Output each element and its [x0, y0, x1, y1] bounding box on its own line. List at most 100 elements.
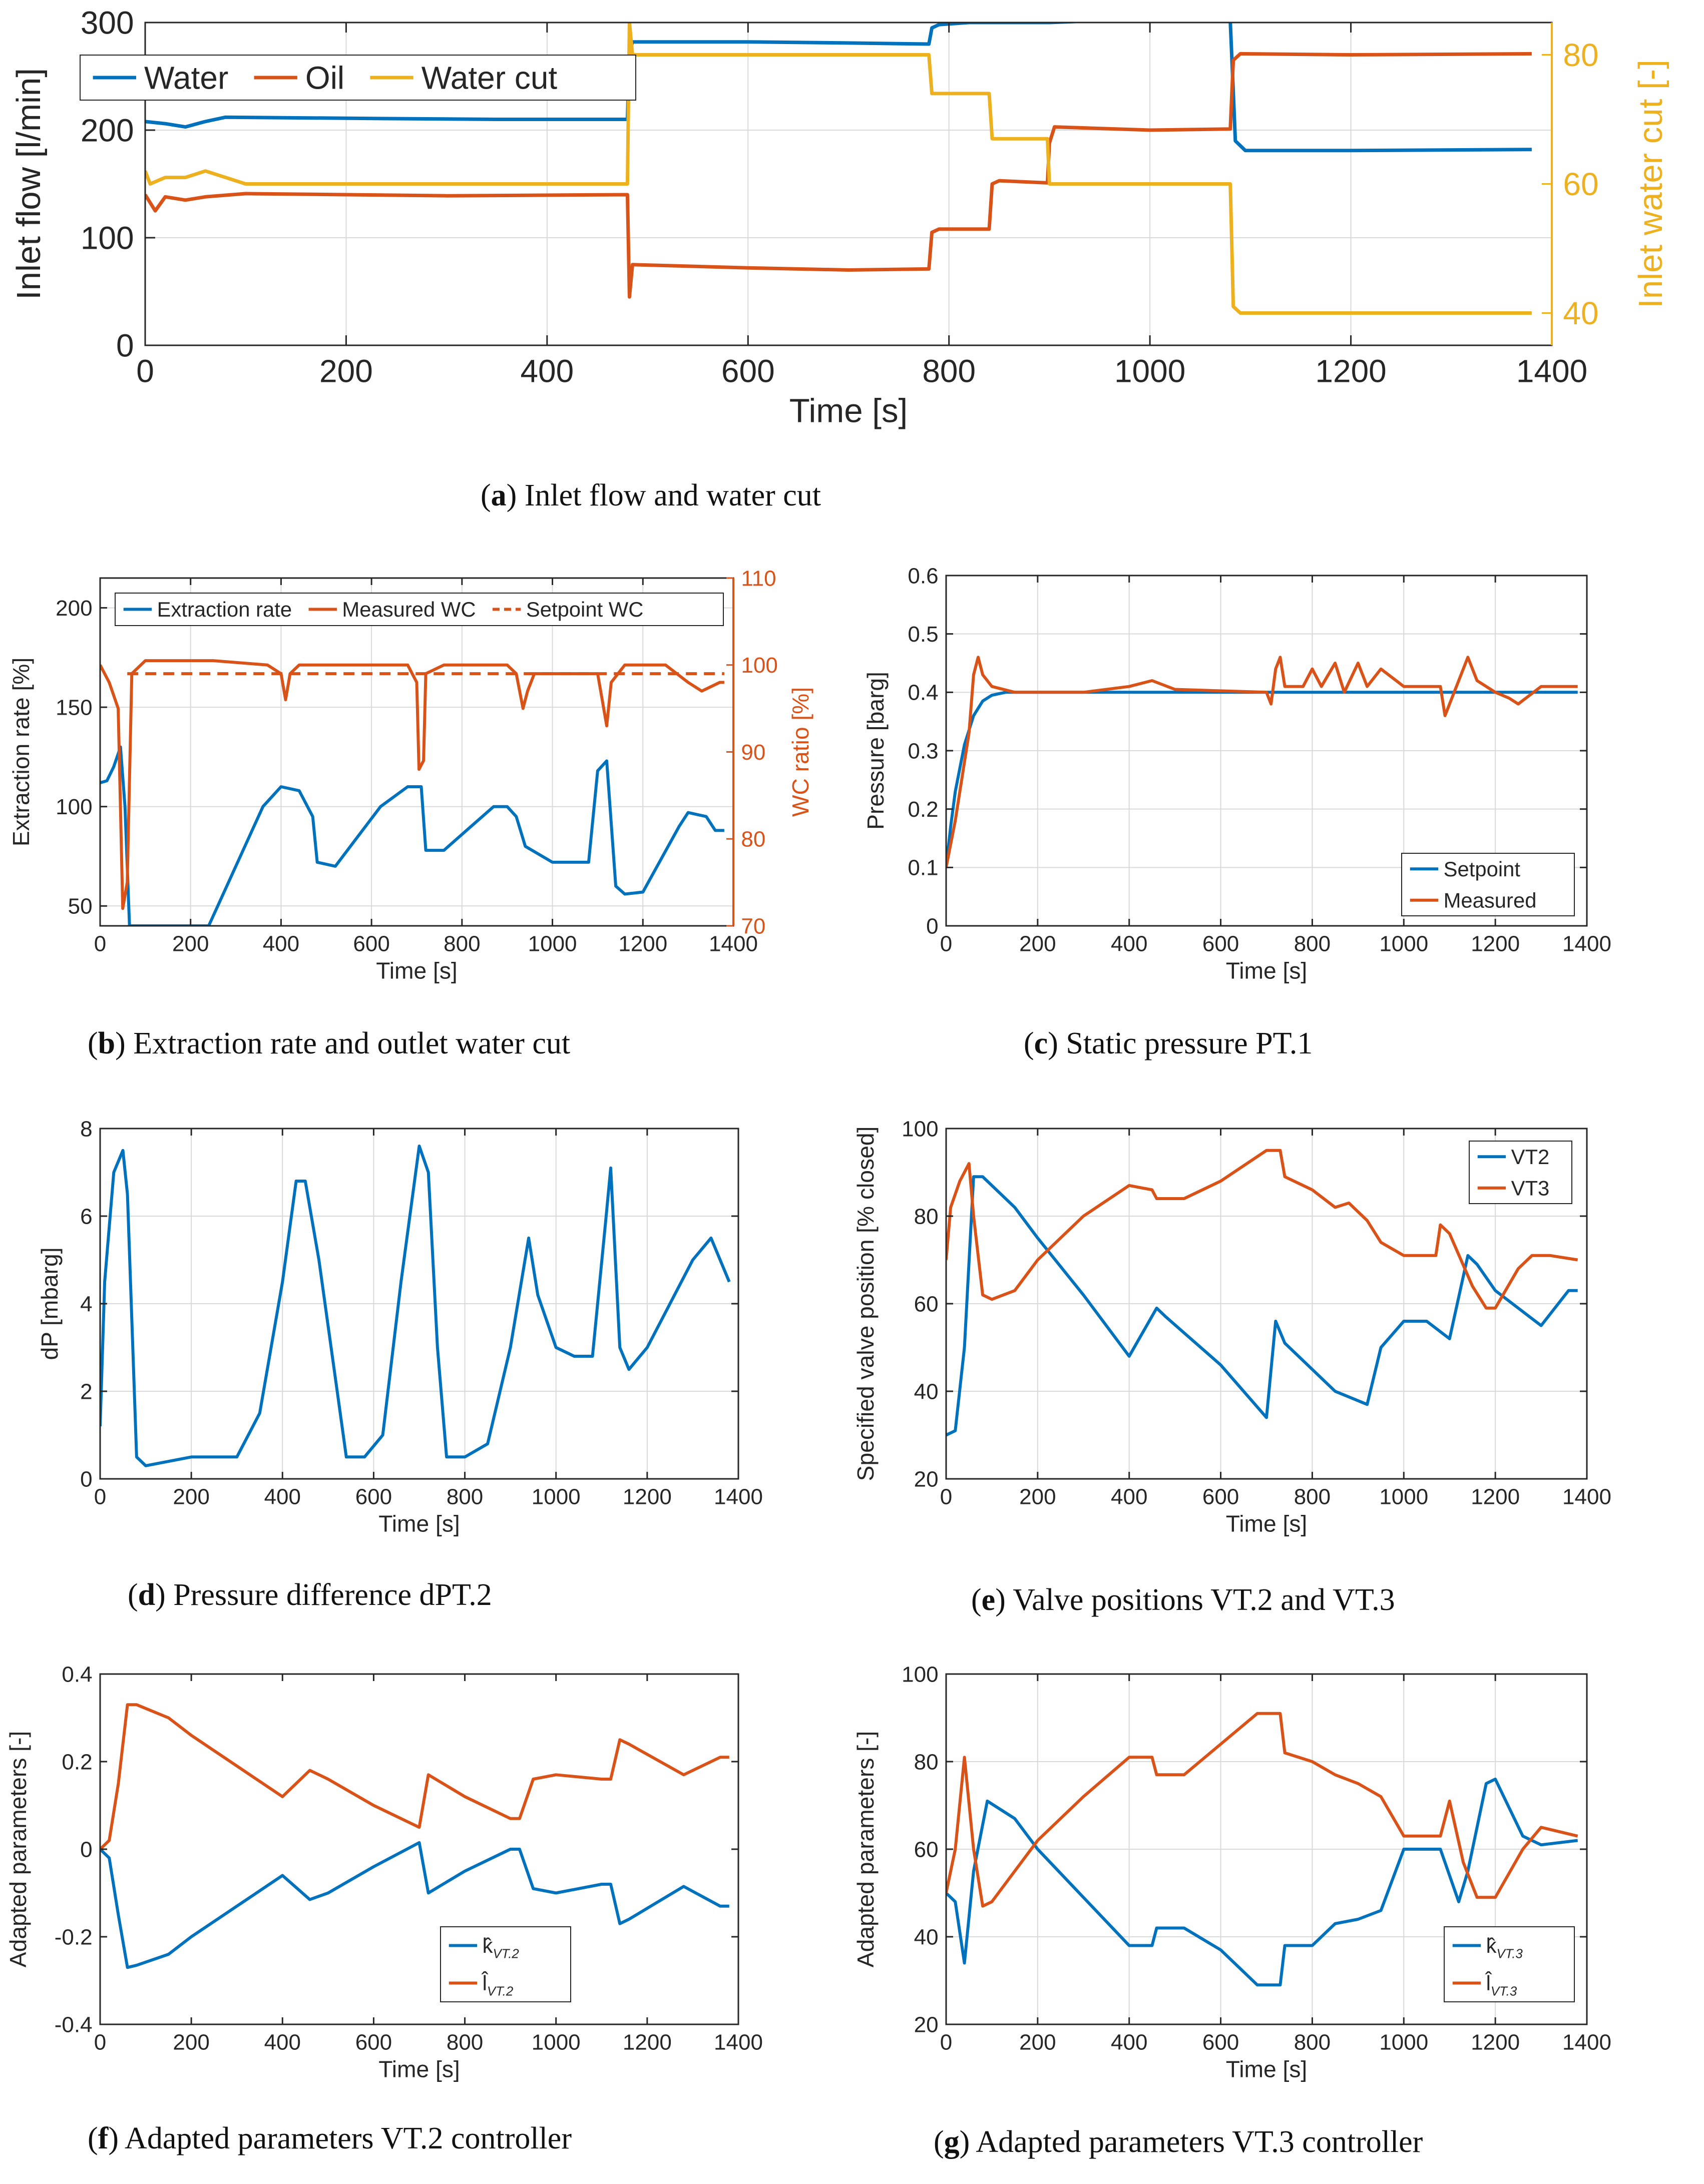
y-tick-label: 0	[926, 914, 938, 938]
x-tick-label: 600	[353, 932, 389, 956]
series-group	[946, 1149, 1578, 1437]
x-tick-label: 800	[447, 2030, 483, 2055]
y2-axis-label: WC ratio [%]	[787, 687, 813, 817]
y-tick-label: 60	[914, 1837, 939, 1862]
x-tick-label: 400	[520, 353, 574, 389]
y-tick-label: 0.2	[62, 1750, 92, 1774]
chart-d-group: 0 200 400 600 800 1000 1200 1400 0 2 4 6 8 Time [s] dP…	[37, 1117, 763, 1536]
y-tick-label: 0.5	[908, 622, 938, 647]
legend-box	[115, 593, 724, 626]
y-axis-label: dP [mbarg]	[37, 1247, 63, 1360]
chart-b-group: 0 200 400 600 800 1000 1200 1400 50 100 150 200 70 80…	[8, 566, 813, 983]
y-tick-label: 60	[914, 1292, 939, 1316]
y-axis-label: Adapted parameters [-]	[5, 1731, 31, 1967]
x-tick-label: 1200	[623, 1485, 672, 1509]
y-tick-label: 300	[81, 5, 134, 41]
legend-label: VT3	[1511, 1176, 1550, 1200]
caption-g: (g) Adapted parameters VT.3 controller	[934, 2125, 1423, 2159]
x-tick-label: 200	[173, 2030, 209, 2055]
x-tick-label: 1000	[528, 932, 577, 956]
x-tick-label: 400	[1111, 1485, 1147, 1509]
y2-tick-label: 100	[741, 653, 777, 678]
x-tick-label: 0	[940, 1485, 952, 1509]
x-tick-label: 0	[94, 932, 106, 956]
legend: k̂VT.2l̂VT.2	[440, 1926, 571, 2002]
x-tick-label: 400	[263, 932, 299, 956]
legend-box	[1444, 1926, 1575, 2002]
y2-tick-label: 70	[741, 914, 765, 938]
chart-f-group: 0 200 400 600 800 1000 1200 1400 -0.4 -0.2 0 0.2 0.4…	[5, 1662, 763, 2082]
y-tick-label: 100	[902, 1117, 938, 1141]
y-axis-label: Adapted parameters [-]	[853, 1731, 879, 1967]
x-tick-label: 600	[1202, 2030, 1239, 2055]
legend-box	[1401, 853, 1575, 916]
legend-box	[440, 1926, 571, 2002]
legend-box	[80, 55, 636, 101]
x-tick-label: 800	[447, 1485, 483, 1509]
plot-area	[100, 578, 733, 926]
x-tick-label: 1200	[623, 2030, 672, 2055]
x-axis-label: Time [s]	[1226, 958, 1308, 984]
x-tick-label: 0	[136, 353, 154, 389]
y2-tick-label: 80	[741, 827, 765, 852]
series-group	[145, 23, 1532, 315]
legend-label: Extraction rate	[157, 598, 292, 621]
y2-axis-label: Inlet water cut [-]	[1632, 60, 1669, 308]
y-tick-label: 100	[81, 220, 134, 256]
x-tick-label: 1400	[1562, 2030, 1611, 2055]
x-tick-label: 400	[264, 1485, 301, 1509]
legend: Water Oil Water cut	[80, 55, 636, 101]
x-tick-label: 1000	[532, 1485, 581, 1509]
x-tick-label: 600	[355, 2030, 392, 2055]
y-tick-label: 80	[914, 1204, 939, 1229]
y-tick-label: 20	[914, 2012, 939, 2037]
series-line-k-vt-2	[100, 1841, 729, 1969]
x-tick-label: 400	[1111, 932, 1147, 956]
x-tick-label: 400	[1111, 2030, 1147, 2055]
x-tick-label: 1200	[1471, 2030, 1520, 2055]
x-tick-label: 600	[1202, 1485, 1239, 1509]
x-tick-label: 1000	[1379, 2030, 1428, 2055]
x-tick-label: 800	[922, 353, 976, 389]
x-tick-label: 200	[173, 1485, 209, 1509]
legend: Setpoint Measured	[1401, 853, 1575, 916]
y-tick-label: 100	[56, 795, 92, 819]
x-tick-label: 600	[1202, 932, 1239, 956]
y-tick-label: 80	[914, 1750, 939, 1774]
series-line-measured	[946, 656, 1578, 868]
chart-a-group: 0 200 400 600 800 1000 1200 1400 0 100 200 300 40 60 8…	[10, 5, 1669, 429]
y2-tick-label: 80	[1563, 37, 1598, 73]
x-tick-label: 0	[940, 932, 952, 956]
series-line-extraction-rate	[100, 745, 724, 926]
y2-tick-label: 90	[741, 740, 765, 765]
x-tick-label: 800	[1294, 932, 1331, 956]
series-group	[100, 659, 724, 926]
x-tick-label: 800	[1294, 2030, 1331, 2055]
x-tick-label: 1200	[1471, 1485, 1520, 1509]
y-axis-label: Inlet flow [l/min]	[10, 68, 48, 300]
caption-b: (b) Extraction rate and outlet water cut	[88, 1026, 571, 1060]
x-tick-label: 400	[264, 2030, 301, 2055]
x-tick-label: 1000	[1379, 1485, 1428, 1509]
series-line-water-cut	[145, 23, 1532, 315]
series-line-dpt-2	[100, 1145, 731, 1467]
chart-c-group: 0 200 400 600 800 1000 1200 1400 0 0.1 0.2 0.3 0.4 0.…	[863, 564, 1611, 983]
x-tick-label: 1000	[532, 2030, 581, 2055]
x-axis-label: Time [s]	[1226, 1511, 1308, 1537]
y-tick-label: 0.2	[908, 797, 938, 822]
x-tick-label: 600	[355, 1485, 392, 1509]
caption-a: (a) Inlet flow and water cut	[481, 478, 821, 512]
y-tick-label: 150	[56, 696, 92, 720]
y-tick-label: 2	[80, 1379, 92, 1404]
legend: Extraction rate Measured WC Setpoint WC	[115, 593, 724, 626]
series-line-l-vt-3	[946, 1712, 1578, 1908]
x-tick-label: 1400	[1562, 1485, 1611, 1509]
x-tick-label: 200	[172, 932, 209, 956]
y-tick-label: 4	[80, 1292, 92, 1316]
x-tick-label: 600	[721, 353, 775, 389]
x-axis-label: Time [s]	[378, 2056, 460, 2082]
legend-label: Water	[144, 60, 228, 96]
y-axis-label: Extraction rate [%]	[8, 658, 34, 846]
y-tick-label: 200	[56, 596, 92, 621]
y-axis-label: Specified valve position [% closed]	[853, 1127, 879, 1481]
